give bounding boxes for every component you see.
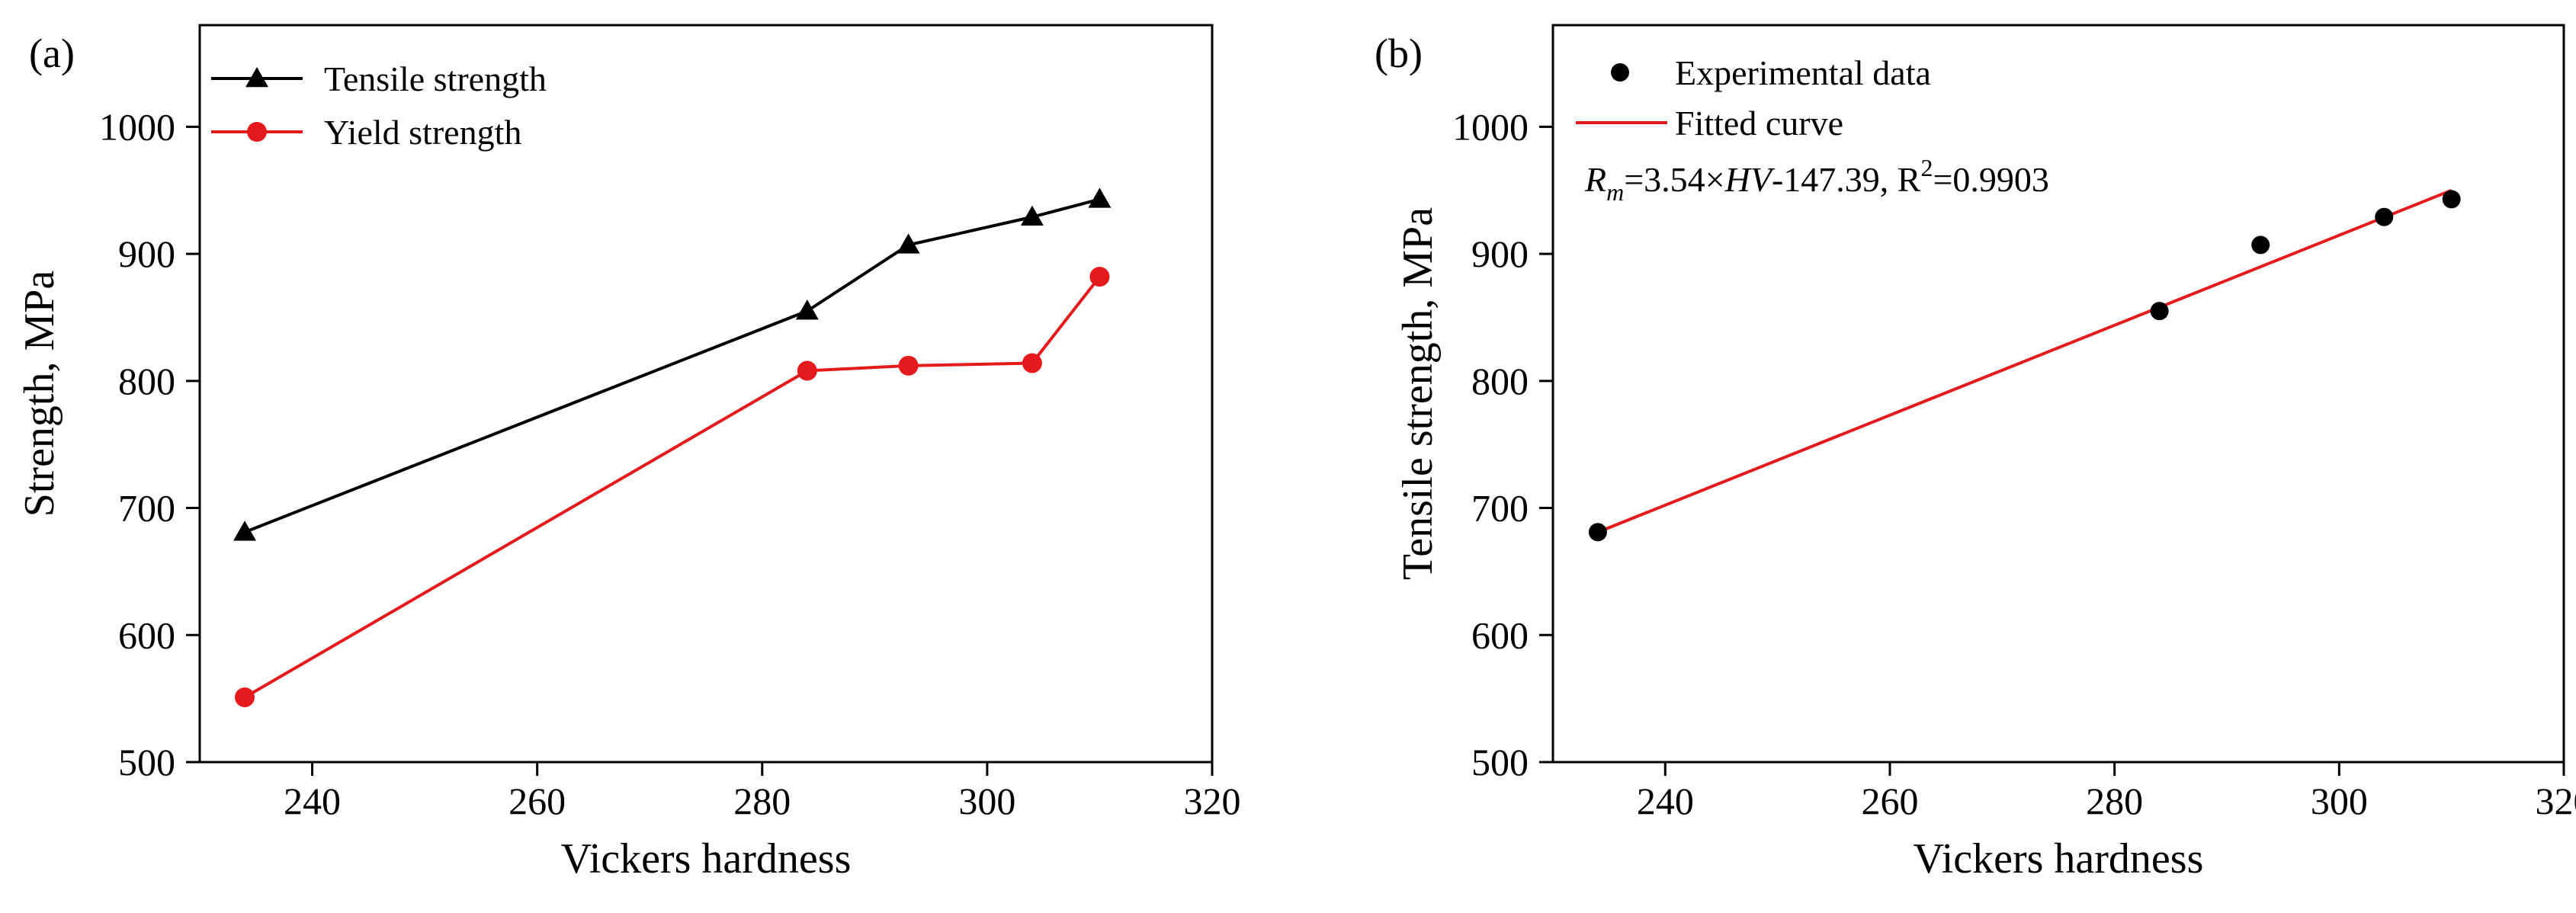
- panel-b-legend-experimental-label: Experimental data: [1675, 53, 1931, 92]
- panel-a-y-axis-title: Strength, MPa: [16, 271, 63, 517]
- panel-a-x-tick-label: 260: [508, 780, 566, 822]
- panel-a-y-tick-label: 700: [118, 487, 175, 530]
- panel-a-yield-point: [1022, 353, 1042, 373]
- panel-b-x-tick-label: 260: [1862, 780, 1919, 822]
- panel-b-x-tick-label: 280: [2086, 780, 2143, 822]
- panel-a-x-tick-label: 320: [1184, 780, 1241, 822]
- panel-b-fitted-curve-line: [1598, 191, 2452, 532]
- panel-a-y-tick-label: 600: [118, 613, 175, 656]
- panel-b-experimental-point: [2251, 235, 2270, 254]
- panel-b-x-tick-label: 320: [2536, 780, 2576, 822]
- panel-a-y-tick-label: 900: [118, 232, 175, 275]
- panel-b-label: (b): [1375, 30, 1423, 76]
- panel-a-yield-point: [899, 356, 919, 376]
- panel-b-experimental-point: [2151, 302, 2169, 320]
- panel-a-tensile-point: [233, 521, 256, 540]
- panel-a-yield-point: [235, 687, 255, 707]
- eq-r2-superscript: 2: [1920, 154, 1933, 181]
- panel-b-legend-experimental-marker: [1611, 63, 1629, 82]
- panel-a-label: (a): [29, 30, 75, 76]
- panel-b-y-tick-label: 900: [1471, 232, 1529, 275]
- panel-a-legend-yield-marker: [247, 122, 267, 142]
- panel-a-legend-tensile-label: Tensile strength: [324, 59, 547, 98]
- panel-a-x-axis-title: Vickers hardness: [561, 835, 852, 883]
- eq-r-subscript: m: [1606, 178, 1624, 206]
- eq-r2-value: =0.9903: [1933, 160, 2048, 199]
- eq-hv: HV: [1724, 160, 1776, 199]
- panel-a-y-tick-label: 1000: [99, 105, 175, 148]
- panel-a-yield-point: [1089, 267, 1109, 287]
- panel-b-fit-equation: Rm=3.54×HV-147.39, R2=0.9903: [1584, 154, 2049, 206]
- panel-b-x-axis-title: Vickers hardness: [1914, 835, 2204, 883]
- panel-b-experimental-point: [2375, 208, 2393, 226]
- panel-a-y-tick-label: 800: [118, 360, 175, 402]
- panel-b-y-tick-label: 600: [1471, 613, 1529, 656]
- panel-a-series-yield-line: [245, 277, 1099, 697]
- panel-a-tensile-point: [796, 300, 819, 319]
- panel-a-x-tick-label: 240: [284, 780, 341, 822]
- panel-a-x-tick-label: 300: [958, 780, 1015, 822]
- panel-b-experimental-point: [2443, 190, 2461, 208]
- panel-b-y-tick-label: 700: [1471, 487, 1529, 530]
- panel-b-y-tick-label: 500: [1471, 741, 1529, 783]
- eq-r-symbol: R: [1584, 160, 1606, 199]
- panel-a-legend-yield-label: Yield strength: [324, 113, 521, 152]
- panel-b-legend-fitted-label: Fitted curve: [1675, 104, 1843, 143]
- panel-b-x-tick-label: 240: [1637, 780, 1694, 822]
- panel-b-x-tick-label: 300: [2311, 780, 2368, 822]
- panel-b-experimental-point: [1589, 523, 1607, 541]
- eq-tail: -147.39, R: [1772, 160, 1921, 199]
- eq-middle: =3.54×: [1624, 160, 1724, 199]
- panel-a-tensile-point: [1088, 187, 1111, 207]
- panel-a-yield-point: [797, 360, 817, 380]
- panel-b-y-tick-label: 800: [1471, 360, 1529, 402]
- panel-b-y-axis-title: Tensile strength, MPa: [1394, 207, 1442, 580]
- panel-a-x-tick-label: 280: [733, 780, 791, 822]
- panel-b-y-tick-label: 1000: [1452, 105, 1529, 148]
- panel-a-y-tick-label: 500: [118, 741, 175, 783]
